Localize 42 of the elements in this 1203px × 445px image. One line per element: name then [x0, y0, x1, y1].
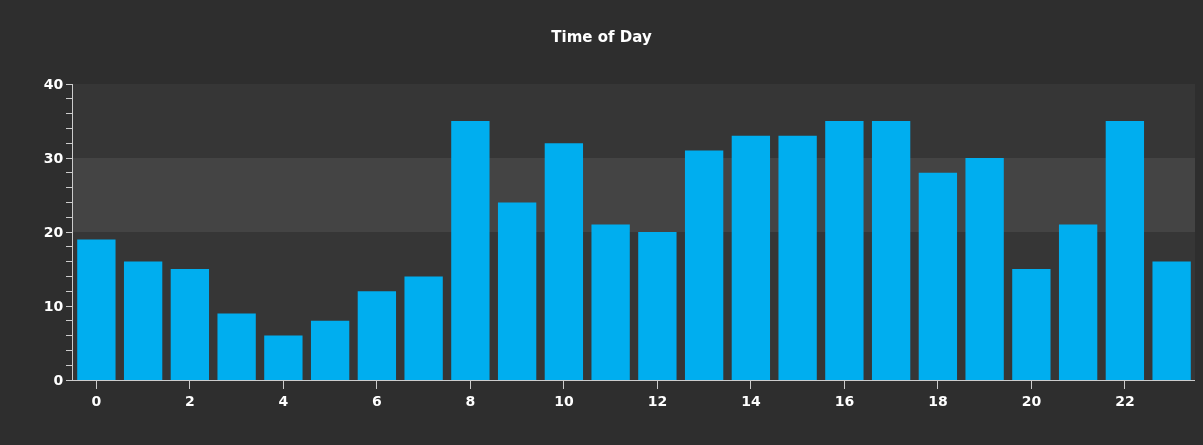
x-tick-label: 6 — [372, 392, 382, 409]
bar — [123, 261, 163, 380]
bar — [638, 232, 677, 380]
bar — [778, 135, 817, 380]
bar — [591, 224, 630, 380]
bar — [918, 172, 958, 380]
bar — [544, 143, 584, 380]
bar — [77, 239, 116, 380]
x-tick-label: 4 — [278, 392, 289, 409]
x-tick-label: 14 — [741, 392, 761, 409]
x-tick-label: 0 — [91, 392, 102, 409]
y-tick-label: 10 — [43, 297, 64, 314]
bar — [1058, 224, 1098, 380]
bar — [404, 276, 443, 380]
chart-title: Time of Day — [551, 27, 652, 46]
y-tick-label: 40 — [43, 75, 64, 92]
x-tick-label: 20 — [1021, 392, 1042, 409]
y-tick-label: 20 — [43, 223, 64, 240]
bar — [217, 313, 256, 380]
bar — [1152, 261, 1191, 380]
bar — [825, 121, 864, 380]
x-tick-label: 16 — [834, 392, 855, 409]
bar — [357, 291, 397, 380]
x-tick-label: 10 — [554, 392, 574, 409]
bar — [871, 121, 911, 380]
bar — [310, 320, 350, 380]
bar — [1012, 269, 1051, 380]
bar — [497, 202, 537, 380]
y-tick-label: 0 — [53, 371, 64, 388]
bar — [731, 135, 771, 380]
bar — [965, 158, 1004, 380]
bar — [451, 121, 490, 380]
x-tick-label: 18 — [928, 392, 948, 409]
x-tick-label: 2 — [185, 392, 195, 409]
bar — [684, 150, 724, 380]
y-tick-label: 30 — [43, 149, 64, 166]
x-tick-label: 8 — [465, 392, 476, 409]
x-tick-label: 12 — [647, 392, 668, 409]
bar — [1105, 121, 1145, 380]
bar — [264, 335, 303, 380]
bar — [170, 269, 210, 380]
x-tick-label: 22 — [1115, 392, 1135, 409]
